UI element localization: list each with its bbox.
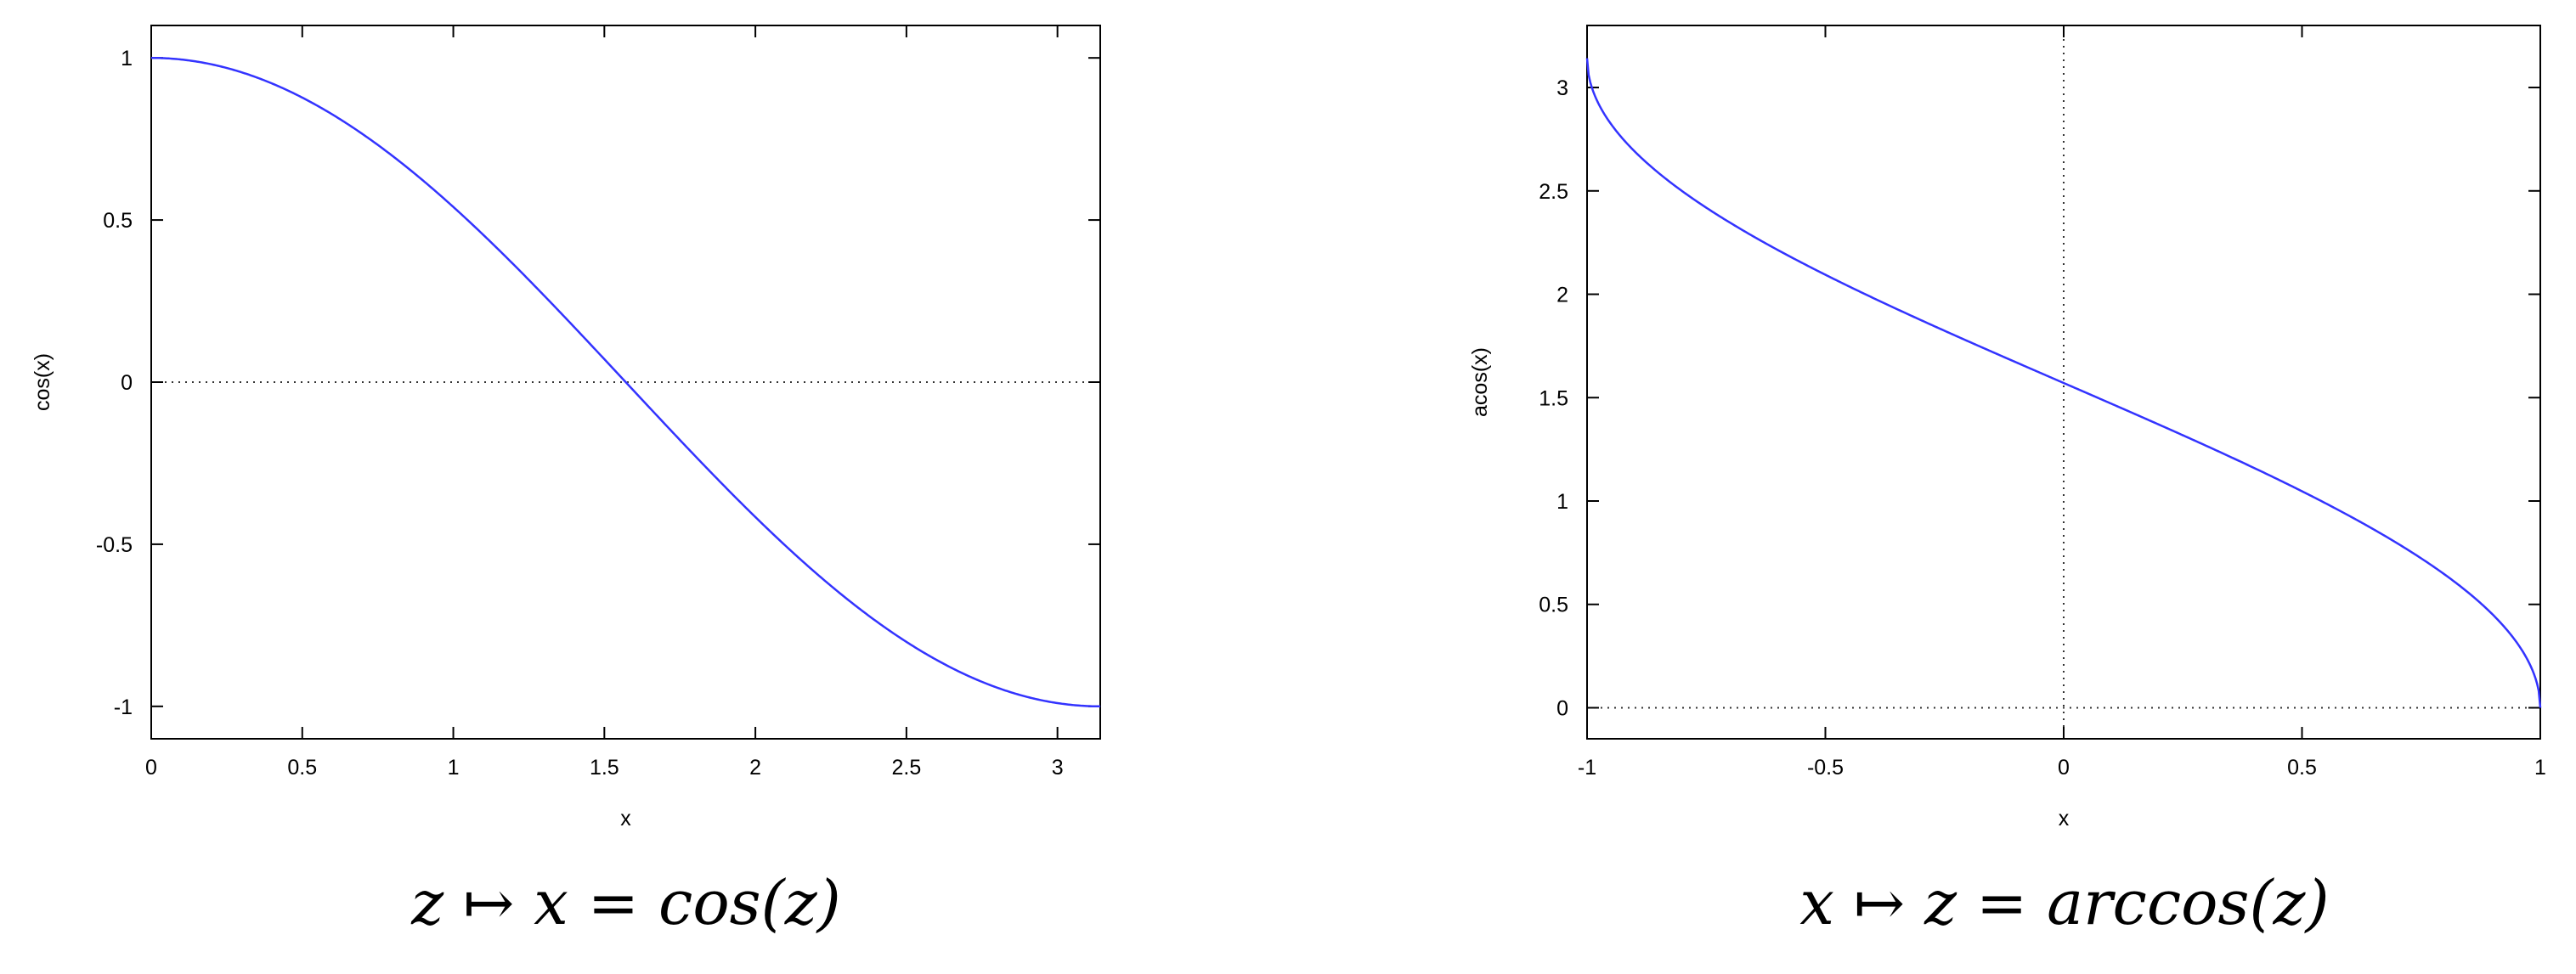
series-line-cos bbox=[150, 56, 1101, 708]
x-tick-label: 1.5 bbox=[590, 756, 619, 780]
chart-caption: x ↦ z = arccos(z) bbox=[1799, 867, 2329, 938]
x-tick-label: 0.5 bbox=[2287, 756, 2317, 780]
x-tick-label: 0 bbox=[2058, 756, 2070, 780]
x-tick-label: 1 bbox=[2534, 756, 2546, 780]
x-tick-label: 0 bbox=[145, 756, 157, 780]
x-tick-label: -0.5 bbox=[1807, 756, 1844, 780]
y-axis-label: acos(x) bbox=[1468, 347, 1492, 417]
y-tick-label: 2 bbox=[1556, 284, 1568, 307]
cos-chart: 0 0.5 1 1.5 2 2.5 3 1 0.5 0 -0.5 -1 x cos(x) z ↦ x = c… bbox=[31, 25, 1101, 938]
y-tick-label: 0.5 bbox=[1539, 594, 1568, 617]
y-axis-label: cos(x) bbox=[31, 353, 54, 411]
y-tick-label: 3 bbox=[1556, 76, 1568, 100]
acos-chart: -1 -0.5 0 0.5 1 3 2.5 2 1.5 1 0.5 0 x acos(x) x ↦ z = … bbox=[1468, 25, 2546, 938]
x-tick-label: 0.5 bbox=[287, 756, 317, 780]
y-tick-label: 1.5 bbox=[1539, 386, 1568, 410]
x-axis-label: x bbox=[2059, 807, 2070, 830]
y-tick-label: 0.5 bbox=[103, 209, 133, 233]
x-tick-label: 2.5 bbox=[891, 756, 921, 780]
chart-caption: z ↦ x = cos(z) bbox=[410, 867, 840, 938]
y-tick-label: 1 bbox=[121, 47, 133, 70]
x-tick-label: 1 bbox=[448, 756, 460, 780]
x-tick-label: -1 bbox=[1578, 756, 1596, 780]
y-tick-label: -1 bbox=[114, 695, 133, 719]
y-tick-label: 2.5 bbox=[1539, 180, 1568, 204]
x-axis-label: x bbox=[620, 807, 631, 830]
x-tick-label: 2 bbox=[749, 756, 761, 780]
series-line-acos bbox=[1585, 58, 2542, 708]
y-tick-label: 1 bbox=[1556, 490, 1568, 514]
y-tick-label: -0.5 bbox=[96, 533, 133, 557]
x-tick-label: 3 bbox=[1052, 756, 1064, 780]
y-tick-label: 0 bbox=[1556, 696, 1568, 720]
y-tick-label: 0 bbox=[121, 371, 133, 395]
